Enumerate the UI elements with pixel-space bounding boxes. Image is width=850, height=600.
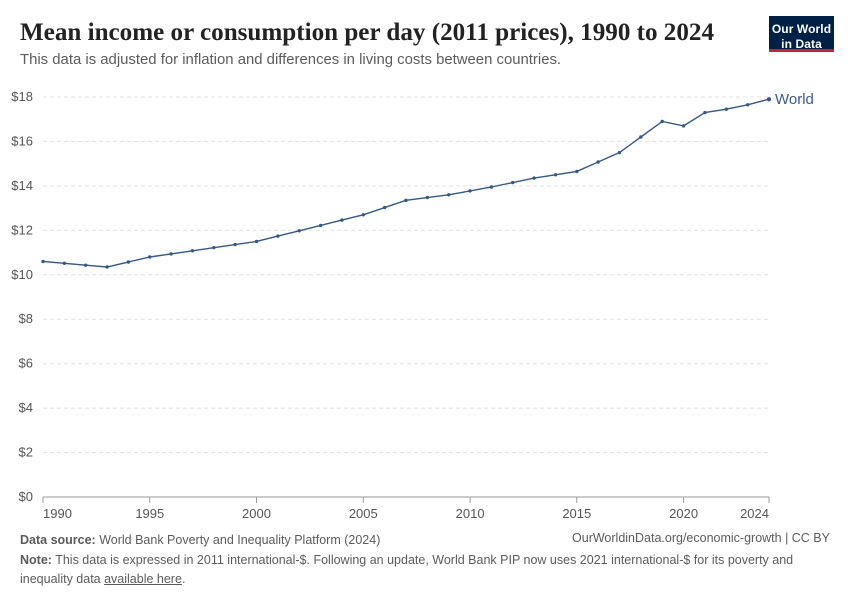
svg-text:$8: $8 xyxy=(19,311,33,326)
svg-text:World: World xyxy=(775,91,814,108)
svg-text:$12: $12 xyxy=(11,222,33,237)
svg-text:$18: $18 xyxy=(11,89,33,104)
svg-text:$2: $2 xyxy=(19,445,33,460)
svg-text:$4: $4 xyxy=(19,400,33,415)
svg-text:$16: $16 xyxy=(11,133,33,148)
svg-text:2010: 2010 xyxy=(456,506,485,521)
svg-text:1995: 1995 xyxy=(135,506,164,521)
svg-text:2020: 2020 xyxy=(669,506,698,521)
svg-text:2005: 2005 xyxy=(349,506,378,521)
svg-text:$10: $10 xyxy=(11,267,33,282)
svg-text:$6: $6 xyxy=(19,356,33,371)
svg-text:2024: 2024 xyxy=(740,506,769,521)
svg-text:$0: $0 xyxy=(19,489,33,504)
svg-text:2015: 2015 xyxy=(562,506,591,521)
svg-text:2000: 2000 xyxy=(242,506,271,521)
svg-text:1990: 1990 xyxy=(43,506,72,521)
svg-text:$14: $14 xyxy=(11,178,33,193)
